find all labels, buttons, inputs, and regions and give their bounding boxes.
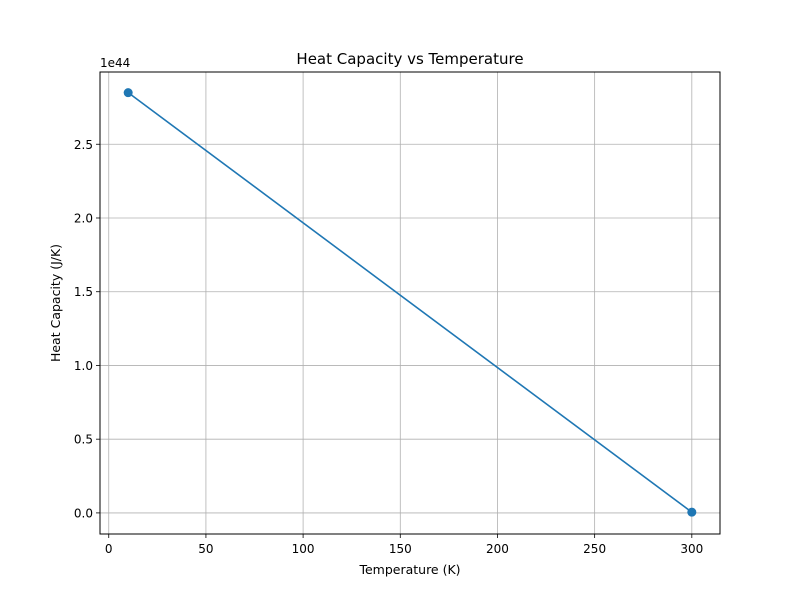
series-line [127, 92, 693, 513]
axis-ticks: 0 50 100 150 200 250 300 0.0 0.5 1.0 1.5 2.0 2.5 [74, 138, 703, 556]
chart-title: Heat Capacity vs Temperature [296, 50, 523, 68]
x-axis-title: Temperature (K) [358, 562, 460, 577]
y-axis-title: Heat Capacity (J/K) [48, 244, 63, 362]
x-tick-label: 0 [105, 542, 113, 556]
x-tick-label: 250 [583, 542, 606, 556]
grid-lines [100, 72, 720, 534]
y-axis-offset-text: 1e44 [100, 56, 130, 70]
x-tick-label: 50 [198, 542, 213, 556]
y-tick-label: 1.0 [74, 359, 93, 373]
x-tick-label: 100 [292, 542, 315, 556]
y-tick-label: 0.0 [74, 506, 93, 520]
series-layer [123, 88, 697, 517]
y-tick-label: 0.5 [74, 433, 93, 447]
x-tick-label: 300 [680, 542, 703, 556]
x-tick-label: 200 [486, 542, 509, 556]
data-point [687, 507, 697, 517]
data-point [123, 88, 133, 98]
x-tick-label: 150 [389, 542, 412, 556]
y-tick-label: 1.5 [74, 285, 93, 299]
y-tick-label: 2.5 [74, 138, 93, 152]
y-tick-label: 2.0 [74, 211, 93, 225]
plot-area-frame [99, 71, 721, 535]
